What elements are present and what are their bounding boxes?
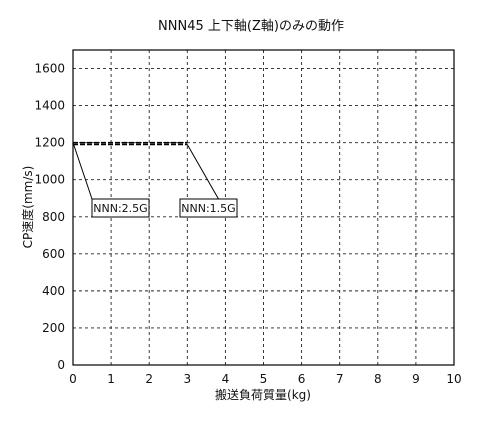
callout-box <box>179 198 238 218</box>
callout-label: NNN:1.5G <box>181 202 235 215</box>
y-tick-label: 800 <box>42 210 65 224</box>
x-tick-label: 2 <box>145 372 153 386</box>
chart-title: NNN45 上下軸(Z軸)のみの動作 <box>158 19 344 34</box>
y-tick-label: 1200 <box>34 136 65 150</box>
callout-label: NNN:2.5G <box>93 202 147 215</box>
x-tick-label: 6 <box>298 372 306 386</box>
y-tick-label: 200 <box>42 321 65 335</box>
x-tick-label: 4 <box>222 372 230 386</box>
x-axis-title: 搬送負荷質量(kg) <box>215 387 311 402</box>
y-tick-label: 400 <box>42 284 65 298</box>
x-tick-label: 9 <box>412 372 420 386</box>
x-tick-label: 10 <box>446 372 461 386</box>
x-tick-label: 3 <box>183 372 191 386</box>
y-tick-label: 1400 <box>34 99 65 113</box>
callouts: NNN:2.5G NNN:1.5G <box>72 142 238 218</box>
y-axis-title: CP速度(mm/s) <box>20 166 35 249</box>
plot-frame <box>72 49 455 366</box>
x-tick-label: 8 <box>374 372 382 386</box>
callout-box <box>91 198 150 218</box>
series-lines <box>73 141 188 146</box>
x-tick-label: 7 <box>336 372 344 386</box>
y-tick-labels: 0 200 400 600 800 1000 1200 1400 1600 <box>34 62 65 372</box>
x-tick-label: 1 <box>107 372 115 386</box>
callout-leader <box>186 144 219 200</box>
x-tick-label: 0 <box>69 372 77 386</box>
y-tick-label: 600 <box>42 247 65 261</box>
x-tick-labels: 0 1 2 3 4 5 6 7 8 9 10 <box>69 372 461 386</box>
y-tick-label: 0 <box>57 358 65 372</box>
y-tick-label: 1600 <box>34 62 65 76</box>
callout-leader <box>72 142 93 200</box>
y-tick-label: 1000 <box>34 173 65 187</box>
x-tick-label: 5 <box>260 372 268 386</box>
